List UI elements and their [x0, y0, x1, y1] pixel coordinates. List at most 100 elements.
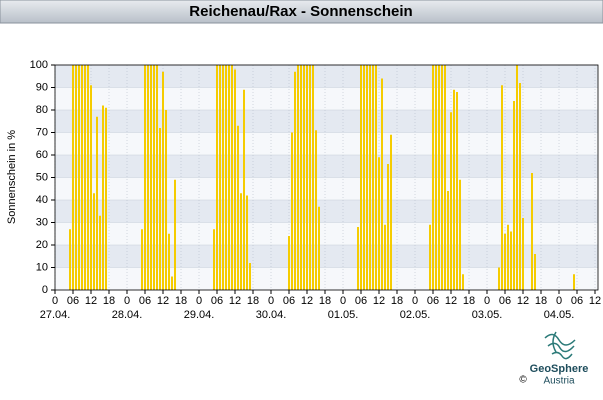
bar [75, 65, 77, 290]
x-tick-label: 12 [301, 295, 313, 307]
bar [168, 233, 170, 290]
bar [291, 132, 293, 290]
x-tick-label: 12 [517, 295, 529, 307]
bar [375, 65, 377, 290]
bar [381, 78, 383, 290]
x-tick-label: 0 [268, 295, 274, 307]
band [55, 155, 598, 178]
x-tick-label: 06 [211, 295, 223, 307]
bar [141, 229, 143, 290]
bar [78, 65, 80, 290]
bar [228, 65, 230, 290]
x-tick-label: 06 [499, 295, 511, 307]
bar [450, 112, 452, 290]
y-tick-label: 70 [36, 126, 48, 138]
x-tick-label: 06 [571, 295, 583, 307]
logo-name: GeoSphere [530, 363, 589, 375]
bar [513, 101, 515, 290]
bar [459, 179, 461, 290]
bar [156, 65, 158, 290]
day-label: 28.04. [112, 309, 143, 321]
bar [105, 107, 107, 290]
bar [237, 125, 239, 290]
band [55, 222, 598, 245]
bar [219, 65, 221, 290]
chart-title: Reichenau/Rax - Sonnenschein [189, 3, 412, 20]
bar [441, 65, 443, 290]
bar [297, 65, 299, 290]
x-tick-label: 18 [103, 295, 115, 307]
bar [225, 65, 227, 290]
bar [147, 65, 149, 290]
x-tick-label: 06 [283, 295, 295, 307]
bar [87, 65, 89, 290]
x-tick-label: 06 [139, 295, 151, 307]
bar [516, 65, 518, 290]
bar [387, 164, 389, 290]
bar [510, 231, 512, 290]
bar [456, 92, 458, 290]
bar [159, 128, 161, 290]
bar [378, 157, 380, 290]
x-tick-label: 0 [484, 295, 490, 307]
logo-icon [544, 331, 576, 360]
bar [384, 224, 386, 290]
bar [573, 274, 575, 290]
bar [144, 65, 146, 290]
bar [213, 229, 215, 290]
bar [294, 71, 296, 290]
bar [174, 179, 176, 290]
band [55, 177, 598, 200]
bar [90, 85, 92, 290]
bar [531, 173, 533, 290]
bar [501, 85, 503, 290]
y-tick-label: 40 [36, 194, 48, 206]
bar [432, 65, 434, 290]
bar [369, 65, 371, 290]
x-tick-label: 12 [85, 295, 97, 307]
y-tick-label: 0 [42, 284, 48, 296]
y-tick-label: 100 [30, 59, 48, 71]
bar [498, 267, 500, 290]
x-tick-label: 06 [67, 295, 79, 307]
bar [288, 236, 290, 290]
bar [249, 263, 251, 290]
y-tick-label: 60 [36, 149, 48, 161]
bar [81, 65, 83, 290]
day-label: 30.04. [256, 309, 287, 321]
bar [519, 83, 521, 290]
bar [357, 227, 359, 290]
bar [84, 65, 86, 290]
bar [453, 89, 455, 290]
bar [231, 65, 233, 290]
day-label: 01.05. [328, 309, 359, 321]
bar [102, 105, 104, 290]
y-tick-label: 80 [36, 104, 48, 116]
y-tick-label: 90 [36, 81, 48, 93]
y-tick-label: 10 [36, 261, 48, 273]
x-tick-label: 18 [175, 295, 187, 307]
bar [165, 110, 167, 290]
x-tick-label: 06 [355, 295, 367, 307]
x-tick-label: 12 [373, 295, 385, 307]
bar [318, 206, 320, 290]
bar [507, 224, 509, 290]
bar [303, 65, 305, 290]
bar [162, 71, 164, 290]
bar [438, 65, 440, 290]
x-tick-label: 0 [412, 295, 418, 307]
band [55, 65, 598, 88]
plot-area: 0 10 20 30 40 50 60 70 80 90 100 0 06 12 18 0 06 12 18 0 06 1… [30, 59, 601, 321]
bar [171, 276, 173, 290]
bar [306, 65, 308, 290]
x-tick-label: 12 [445, 295, 457, 307]
y-axis-label: Sonnenschein in % [6, 130, 18, 224]
bar [243, 89, 245, 290]
bar [222, 65, 224, 290]
band [55, 87, 598, 110]
plot-frame [54, 64, 599, 291]
band [55, 245, 598, 268]
bar [99, 215, 101, 290]
x-tick-label: 0 [340, 295, 346, 307]
bar [504, 233, 506, 290]
